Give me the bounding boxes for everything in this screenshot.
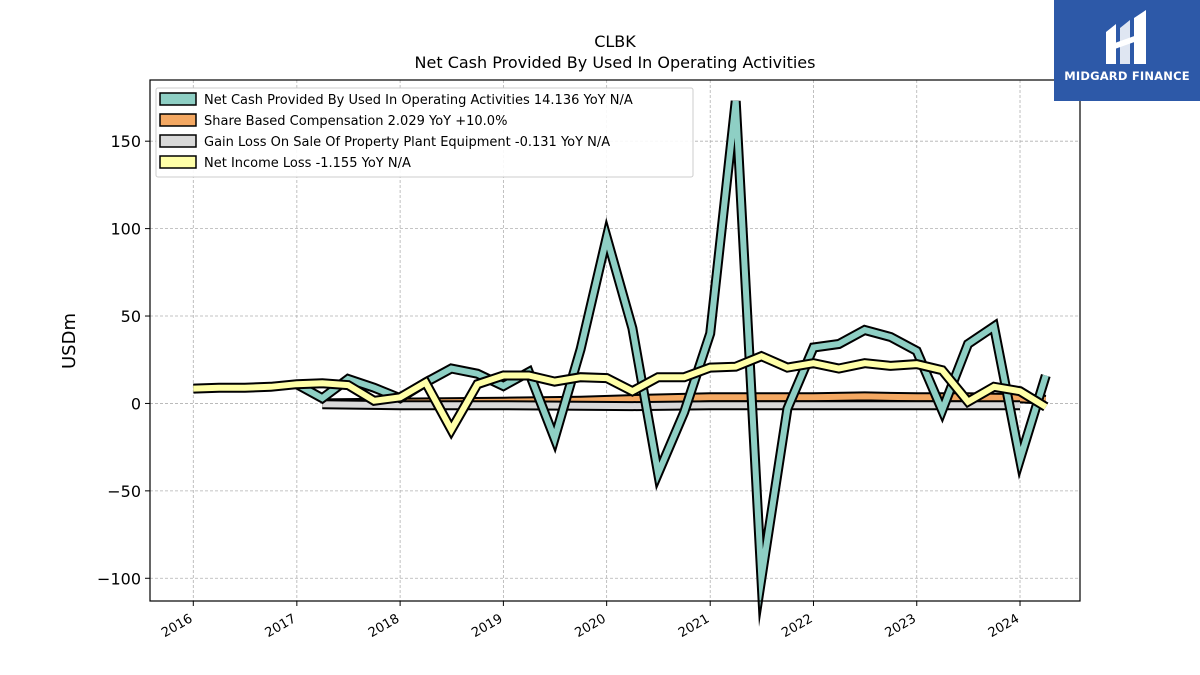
x-tick-label: 2017	[263, 611, 299, 641]
legend-swatch-net-income	[159, 155, 197, 169]
x-tick-label: 2024	[986, 611, 1022, 641]
legend-swatch-gain-loss	[159, 134, 197, 148]
legend-label-net-cash: Net Cash Provided By Used In Operating A…	[204, 93, 633, 108]
y-axis-label: USDm	[59, 313, 80, 369]
x-tick-label: 2018	[366, 611, 402, 641]
x-axis: 2016 2017 2018 2019 2020 2021 2022 2023 2024	[159, 601, 1022, 641]
brand-logo: MIDGARD FINANCE	[1054, 0, 1200, 101]
y-tick-label: −50	[107, 482, 141, 501]
legend-swatch-share-comp	[159, 113, 197, 127]
legend-label-gain-loss: Gain Loss On Sale Of Property Plant Equi…	[204, 135, 610, 150]
legend-label-share-comp: Share Based Compensation 2.029 YoY +10.0…	[204, 114, 507, 129]
legend-swatch-net-cash	[159, 92, 197, 106]
series-lines	[193, 100, 1051, 627]
series-line-2	[322, 401, 1020, 410]
legend: Net Cash Provided By Used In Operating A…	[155, 87, 694, 178]
y-tick-label: 50	[121, 307, 141, 326]
logo-text: MIDGARD FINANCE	[1064, 69, 1190, 83]
chart-title: Net Cash Provided By Used In Operating A…	[415, 53, 816, 72]
y-tick-label: 150	[110, 132, 141, 151]
x-tick-label: 2022	[779, 611, 815, 641]
x-tick-label: 2023	[883, 611, 919, 641]
plot-area-frame	[149, 79, 1081, 602]
x-tick-label: 2020	[572, 611, 608, 641]
chart-ticker: CLBK	[594, 32, 636, 51]
y-axis: 150 100 50 0 −50 −100	[97, 132, 150, 588]
x-tick-label: 2016	[159, 611, 195, 641]
legend-box	[155, 87, 694, 178]
y-tick-label: −100	[97, 569, 141, 588]
x-tick-label: 2019	[469, 611, 505, 641]
legend-label-net-income: Net Income Loss -1.155 YoY N/A	[204, 156, 411, 171]
series-line-3	[193, 352, 1048, 436]
y-tick-label: 100	[110, 220, 141, 239]
x-tick-label: 2021	[676, 611, 712, 641]
y-tick-label: 0	[131, 394, 141, 413]
midgard-logo-icon	[1106, 10, 1146, 64]
